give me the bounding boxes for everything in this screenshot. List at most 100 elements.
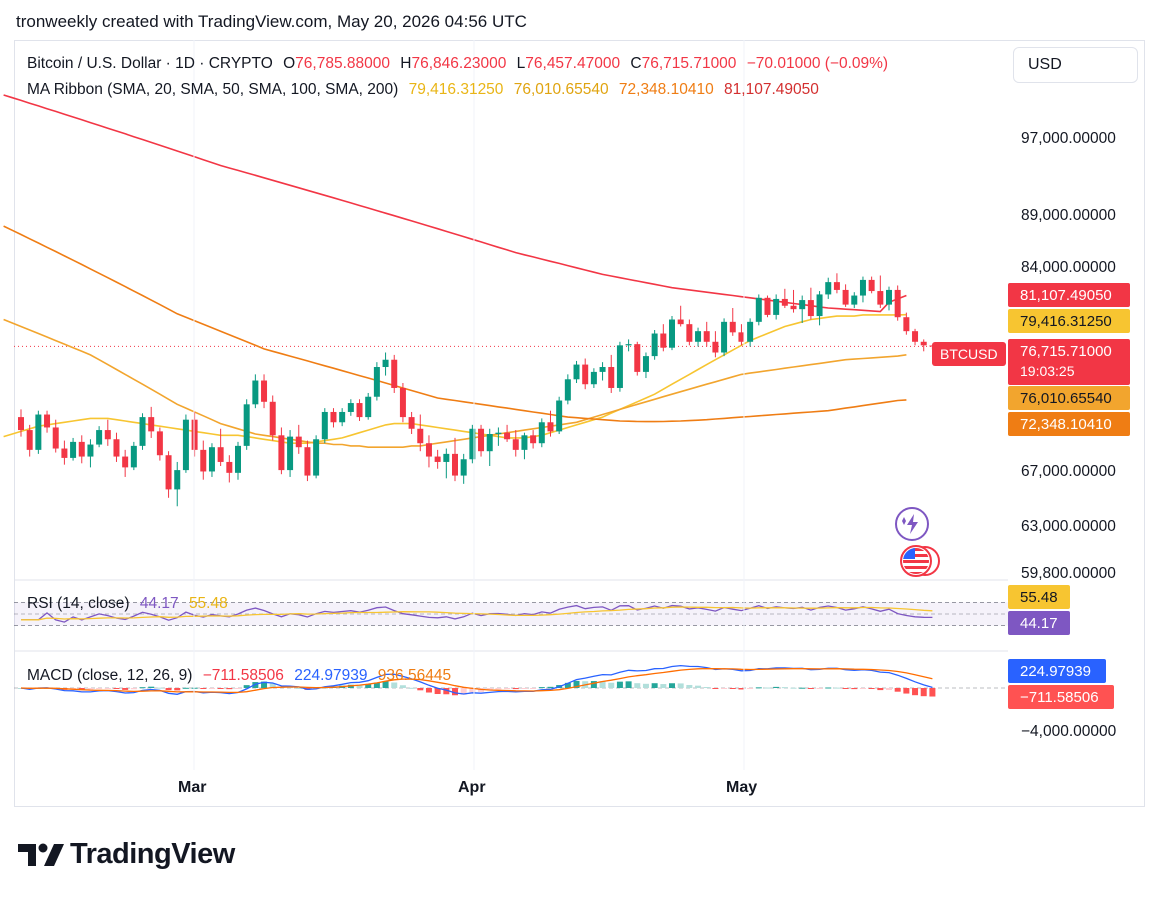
candle-body [486,433,493,452]
rsi-ma-line [21,606,933,621]
chart-frame [14,40,1145,807]
candle-body [556,400,563,432]
macd-histogram-bar [747,688,754,690]
candle-body [208,447,215,472]
macd-histogram-bar [504,688,511,689]
macd-histogram-bar [226,688,233,690]
candle-body [356,403,363,418]
ma100-price-tag: 72,348.10410 [1008,412,1130,436]
candle-body [920,341,927,346]
candle-body [833,282,840,290]
candle-body [599,367,606,372]
candle-body [590,371,597,385]
rsi-ma-tag: 55.48 [1008,585,1070,609]
macd-histogram-bar [174,688,181,691]
macd-histogram-bar [200,688,207,689]
macd-histogram-bar [443,688,450,695]
macd-histogram-bar [408,687,415,689]
candle-body [903,317,910,332]
candle-body [174,470,181,490]
macd-histogram-bar [599,681,606,688]
candle-body [191,419,198,450]
symbol-name[interactable]: Bitcoin / U.S. Dollar · 1D · CRYPTO [27,55,273,72]
macd-histogram-bar [660,684,667,688]
ma20-price-tag: 79,416.31250 [1008,309,1130,333]
macd-histogram-bar [825,687,832,689]
open-value: 76,785.88000 [295,55,390,72]
candle-body [790,305,797,310]
high-value: 76,846.23000 [411,55,507,72]
macd-histogram-bar [564,682,571,688]
macd-histogram-bar [920,688,927,697]
macd-histogram-bar [695,685,702,688]
rsi-title[interactable]: RSI (14, close) [27,595,130,612]
macd-histogram-bar [573,680,580,688]
candle-body [530,435,537,444]
rsi-ma-value: 55.48 [188,595,228,612]
macd-histogram-bar [894,688,901,692]
us-flag-events-icon[interactable] [899,544,940,578]
candle-body [842,289,849,305]
macd-histogram-bar [452,688,458,696]
candle-body [564,379,571,401]
macd-histogram-bar [738,688,745,690]
candle-body [156,431,163,456]
macd-histogram-bar [512,688,519,690]
tradingview-logo-icon [18,843,64,866]
candle-body [365,396,372,418]
macd-histogram-bar [677,683,684,688]
macd-histogram-bar [755,687,762,689]
macd-histogram-bar [642,683,649,688]
candle-body [642,356,649,372]
candle-body [912,331,919,342]
ma20-line [3,313,907,445]
candle-body [773,298,780,315]
macd-histogram-bar [399,685,406,688]
candle-body [382,359,389,368]
candle-body [443,453,450,462]
time-axis-label: May [726,779,758,796]
macd-signal-value: 936.56445 [377,667,452,684]
candle-body [61,448,68,458]
macd-histogram-bar [104,688,111,689]
candle-body [70,441,77,458]
candle-body [104,430,111,440]
candle-body [504,432,511,440]
last-price-tag: 76,715.71000 19:03:25 [1008,339,1130,385]
macd-line-tag: 224.97939 [1008,659,1106,683]
symbol-price-tag: BTCUSD [932,342,1006,366]
macd-histogram-bar [590,681,597,688]
macd-histogram-bar [122,688,129,690]
ma-ribbon-title[interactable]: MA Ribbon (SMA, 20, SMA, 50, SMA, 100, S… [27,81,399,98]
price-axis-label: 89,000.00000 [1021,207,1116,224]
chart-header-title: tronweekly created with TradingView.com,… [16,12,527,31]
lightning-icon[interactable] [895,507,929,541]
candle-body [347,403,354,412]
macd-histogram-bar [634,683,641,688]
time-axis-label: Apr [458,779,486,796]
candle-body [512,439,519,450]
macd-histogram-bar [356,685,363,688]
macd-histogram-bar [139,687,146,689]
macd-title[interactable]: MACD (close, 12, 26, 9) [27,667,193,684]
candle-body [373,367,380,397]
candle-body [738,332,745,342]
macd-histogram-bar [625,681,632,688]
ma50-price-tag: 76,010.65540 [1008,386,1130,410]
macd-signal-line [20,667,933,694]
ma100-line [3,225,907,423]
ma-ribbon-legend: MA Ribbon (SMA, 20, SMA, 50, SMA, 100, S… [27,81,825,99]
candle-body [868,279,875,292]
candle-body [408,417,415,429]
candle-body [799,300,806,310]
ma200-line [3,94,907,313]
macd-histogram-bar [243,685,250,688]
currency-selector-button[interactable]: USD [1013,47,1138,83]
price-axis-label: 59,800.00000 [1021,565,1116,582]
macd-histogram-bar [521,688,528,689]
candle-body [538,422,545,444]
candle-body [226,461,233,473]
candle-body [877,291,884,305]
macd-histogram-bar [686,684,693,688]
